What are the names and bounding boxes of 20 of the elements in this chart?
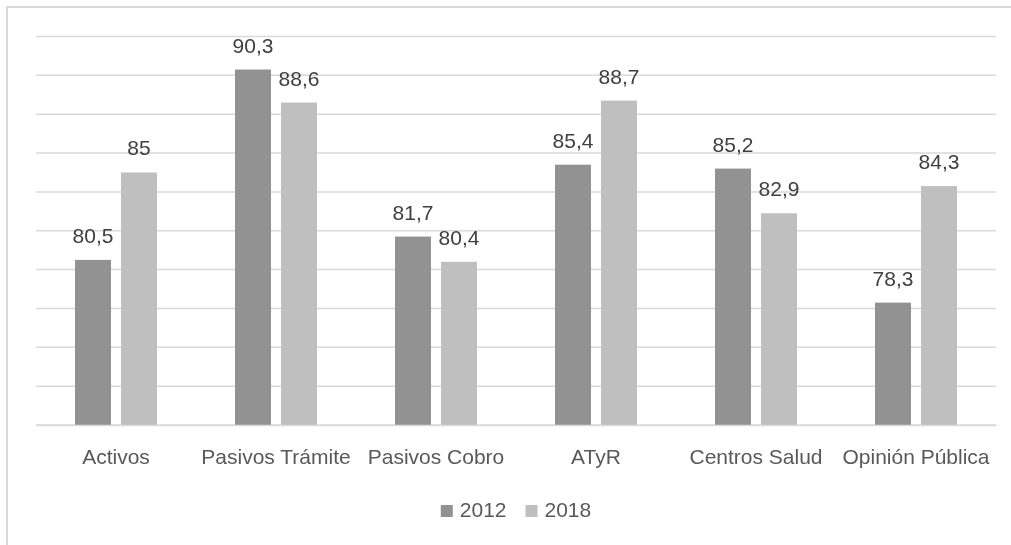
x-tick-label: Opinión Pública bbox=[842, 444, 990, 468]
x-tick-label: ATyR bbox=[571, 444, 621, 468]
data-label: 85,2 bbox=[712, 132, 754, 156]
data-label: 80,5 bbox=[72, 223, 114, 247]
data-label: 85,4 bbox=[552, 128, 594, 152]
x-tick-label: Activos bbox=[82, 444, 150, 468]
data-label: 84,3 bbox=[918, 150, 960, 174]
data-label: 78,3 bbox=[872, 266, 914, 290]
data-label: 90,3 bbox=[232, 33, 274, 57]
data-label: 82,9 bbox=[758, 177, 800, 201]
data-label: 88,7 bbox=[598, 64, 640, 88]
x-tick-label: Pasivos Cobro bbox=[367, 444, 505, 468]
legend-label: 2018 bbox=[544, 498, 592, 522]
data-label: 80,4 bbox=[438, 225, 480, 249]
legend-label: 2012 bbox=[459, 498, 507, 522]
x-tick-label: Centros Salud bbox=[689, 444, 823, 468]
data-label: 85 bbox=[127, 136, 151, 160]
data-label: 88,6 bbox=[278, 66, 320, 90]
data-label: 81,7 bbox=[392, 200, 434, 224]
x-tick-label: Pasivos Trámite bbox=[201, 444, 351, 468]
